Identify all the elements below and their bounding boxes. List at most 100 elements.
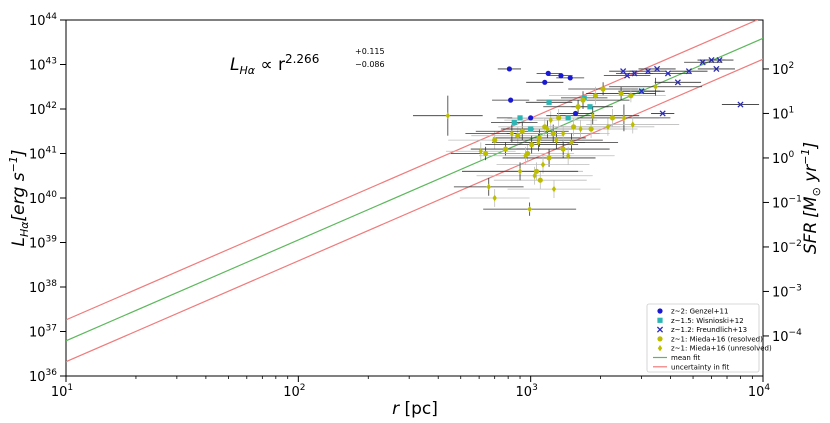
data-point: [565, 152, 571, 159]
x-marker-stroke: [620, 68, 627, 75]
data-point: [654, 65, 661, 73]
data-point: [713, 65, 720, 73]
data-point: [546, 99, 552, 105]
x-marker-stroke: [699, 59, 706, 66]
legend-label: z~1.2: Freundlich+13: [671, 326, 747, 334]
y-tick-label: 1037: [29, 324, 57, 341]
y-tick-label: 1038: [29, 279, 57, 296]
y-tick-label: 1044: [29, 12, 57, 29]
data-point: [529, 142, 535, 148]
fit-formula: LHα ∝ r2.266: [230, 52, 319, 77]
x-marker-stroke: [674, 79, 681, 86]
legend-marker: [656, 326, 664, 333]
data-point: [567, 75, 573, 81]
data-point: [578, 125, 583, 133]
mean-fit-line: [66, 37, 763, 342]
data-point: [519, 128, 525, 134]
y2-tick-label: 10−1: [772, 194, 802, 211]
data-point: [537, 177, 543, 183]
data-point: [659, 110, 666, 117]
x-marker-stroke: [708, 56, 715, 64]
x-tick-label: 103: [516, 383, 538, 400]
x-marker-stroke: [716, 56, 723, 64]
data-point: [445, 112, 451, 119]
data-point: [483, 150, 489, 157]
x-tick-label: 102: [283, 383, 305, 400]
data-point: [737, 101, 744, 108]
data-point: [492, 194, 497, 202]
legend-box: [646, 303, 760, 373]
data-point: [545, 125, 550, 133]
data-point: [565, 115, 571, 121]
x-marker-stroke: [631, 70, 638, 77]
x-marker-stroke: [638, 88, 645, 95]
data-point: [528, 126, 534, 132]
data-point: [609, 115, 616, 121]
data-point: [548, 116, 553, 124]
legend: z~2: Genzel+11z~1.5: Wisnioski+12z~1.2: …: [646, 303, 772, 373]
x-tick-label: 104: [748, 383, 771, 400]
data-point: [569, 139, 574, 146]
x-tick-label: 101: [51, 383, 73, 400]
data-point: [560, 146, 566, 152]
data-point: [644, 68, 652, 75]
y-tick-label: 1036: [29, 368, 57, 385]
data-point: [515, 133, 521, 139]
data-point: [618, 90, 624, 97]
x-marker-stroke: [659, 110, 666, 117]
data-point: [536, 135, 542, 141]
ticks-layer: 101 102 103 104 1036 1037 1038 1039 1040 1041 1042…: [29, 12, 802, 400]
data-point: [509, 130, 515, 137]
data-point: [486, 183, 491, 191]
data-point: [540, 161, 546, 168]
y2-tick-label: 100: [772, 150, 795, 167]
data-point: [624, 72, 631, 79]
data-point: [592, 93, 599, 99]
data-point: [511, 119, 517, 125]
data-point: [638, 88, 645, 95]
data-point: [590, 112, 595, 119]
data-point: [572, 110, 579, 117]
data-point: [630, 121, 635, 128]
data-point: [556, 115, 562, 121]
y-tick-label: 1041: [29, 146, 57, 163]
data-point: [560, 130, 566, 137]
legend-label: z~1.5: Wisnioski+12: [671, 317, 744, 325]
data-point: [551, 185, 557, 193]
y2-tick-label: 102: [772, 61, 794, 78]
data-point: [605, 123, 611, 130]
x-marker-stroke: [644, 68, 652, 75]
x-marker-stroke: [656, 326, 664, 333]
uncertainty-upper-line: [66, 20, 759, 321]
x-marker-stroke: [654, 65, 661, 73]
data-point: [546, 155, 552, 161]
data-point: [558, 73, 564, 79]
data-point: [631, 70, 638, 77]
fit-formula-lower: −0.086: [355, 60, 385, 69]
data-point: [527, 205, 532, 213]
data-point: [545, 70, 551, 76]
y-axis-label: LHα[erg s−1]: [7, 149, 31, 246]
data-point: [588, 126, 594, 132]
y-tick-label: 1042: [29, 101, 57, 118]
data-point: [708, 56, 715, 64]
y2-axis-label: SFR[M⊙ yr−1]: [799, 142, 823, 254]
legend-label: mean fit: [671, 354, 700, 362]
x-marker-stroke: [713, 65, 720, 73]
data-point: [600, 86, 606, 92]
y2-tick-label: 10−4: [772, 328, 802, 345]
data-point: [517, 115, 523, 121]
data-point: [674, 79, 681, 86]
data-point: [716, 56, 723, 64]
data-point: [587, 104, 593, 110]
y-tick-label: 1040: [29, 190, 57, 207]
data-point: [575, 104, 581, 110]
legend-label: uncertainty in fit: [671, 363, 729, 371]
data-point: [699, 59, 706, 66]
data-point: [492, 137, 498, 143]
x-marker-stroke: [737, 101, 744, 108]
data-point: [517, 168, 523, 175]
data-point: [628, 93, 634, 99]
x-marker-stroke: [624, 72, 631, 79]
legend-marker: [657, 336, 663, 342]
